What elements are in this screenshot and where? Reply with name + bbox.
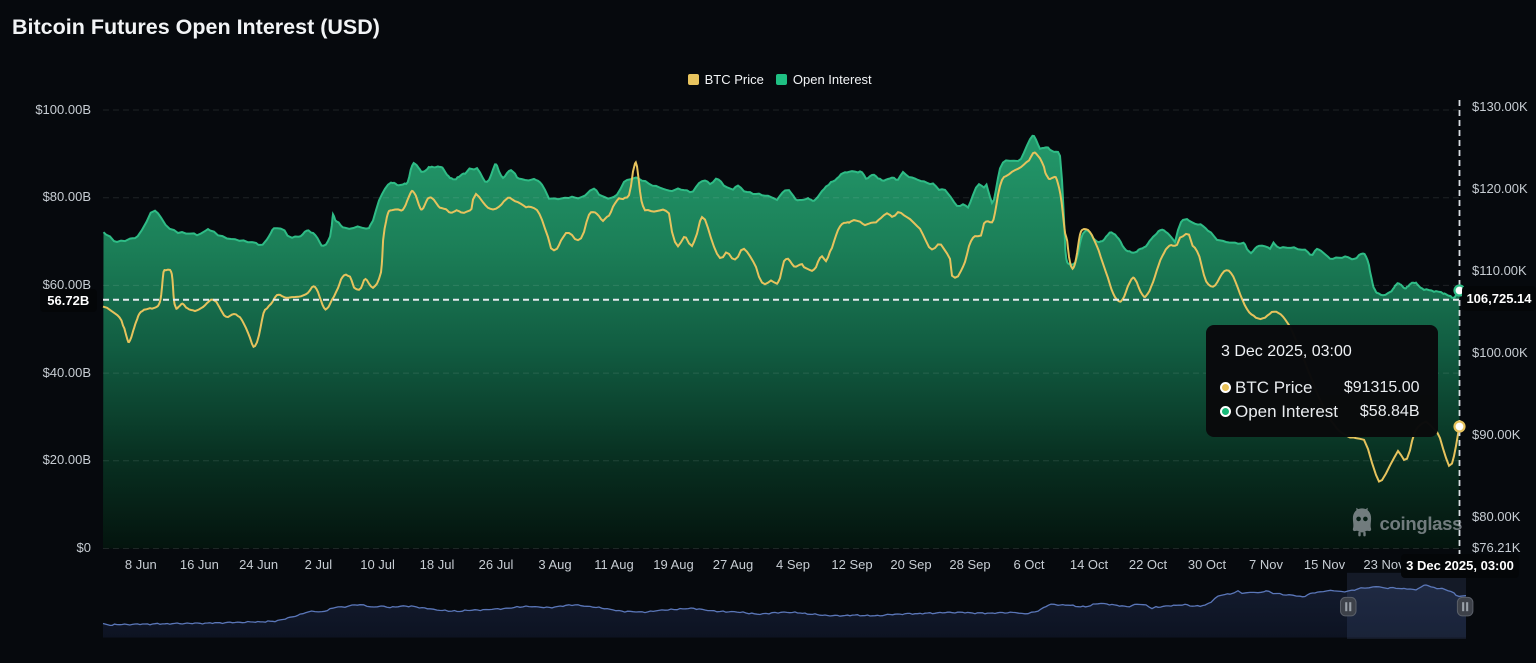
svg-text:coinglass: coinglass	[1380, 513, 1463, 534]
